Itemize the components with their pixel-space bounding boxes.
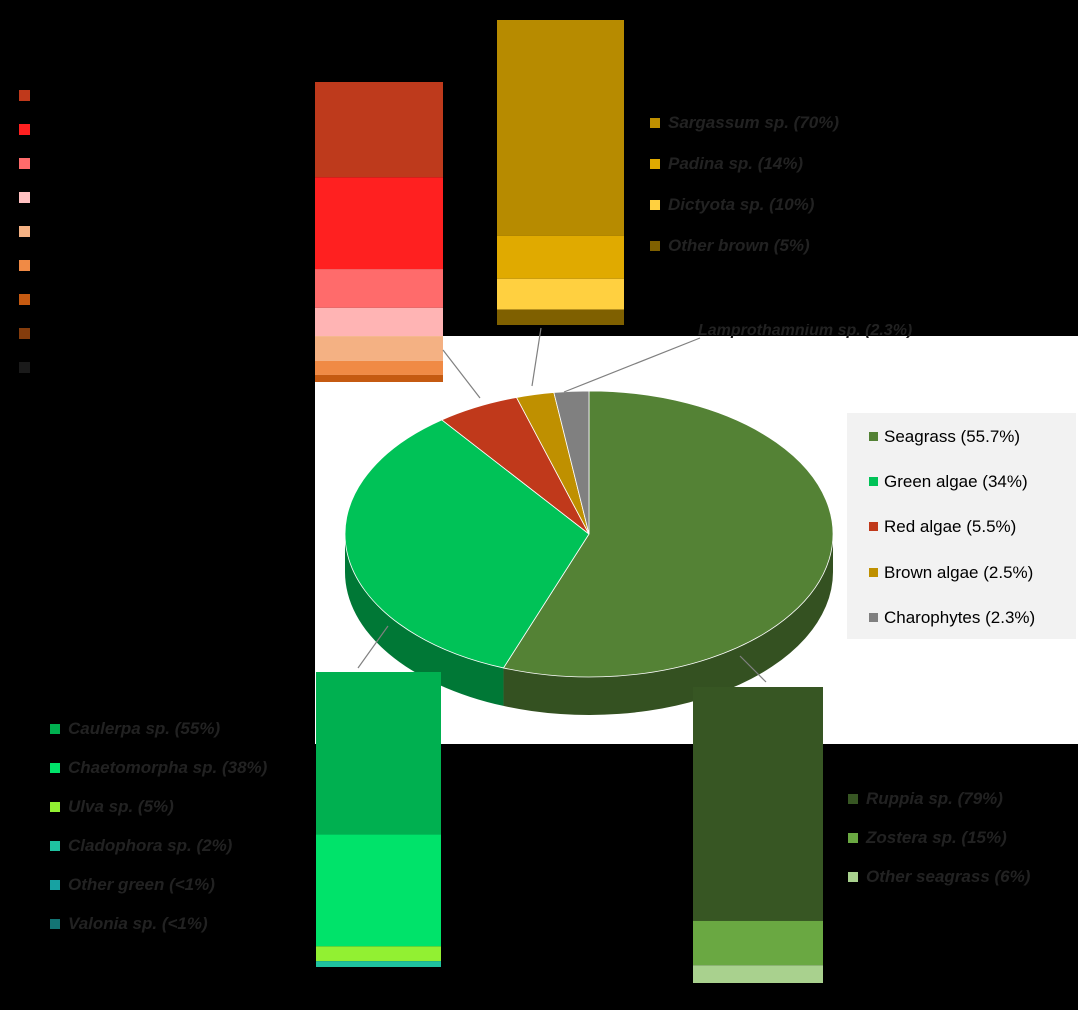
breakdown-bar-3-segment-2: [693, 965, 823, 983]
leader-line-4: [739, 655, 767, 683]
red-legend-swatch: [19, 192, 30, 203]
pie-slice-4: [553, 390, 590, 535]
red-legend-swatch: [19, 294, 30, 305]
legend-swatch: [869, 522, 878, 531]
leader-line-2: [563, 337, 701, 393]
breakdown-bar-1-segment-2: [497, 278, 624, 310]
legend-swatch: [869, 432, 878, 441]
legend-swatch: [650, 118, 660, 128]
breakdown-legend-item: Chaetomorpha sp. (38%): [50, 758, 267, 778]
legend-label: Red algae (5.5%): [884, 517, 1017, 536]
breakdown-bar-2-segment-3: [316, 961, 441, 967]
leader-line-1: [531, 327, 542, 387]
breakdown-legend-item: Ruppia sp. (79%): [848, 789, 1003, 809]
breakdown-bar-0-segment-5: [315, 360, 443, 375]
breakdown-bar-0-segment-0: [315, 82, 443, 178]
breakdown-legend-item: Caulerpa sp. (55%): [50, 719, 220, 739]
legend-label: Other seagrass (6%): [866, 867, 1031, 886]
legend-swatch: [50, 802, 60, 812]
legend-label: Caulerpa sp. (55%): [68, 719, 221, 738]
leader-line-3: [357, 625, 389, 669]
breakdown-bar-2-segment-0: [316, 672, 441, 835]
legend-label: Padina sp. (14%): [668, 154, 804, 173]
legend-item-green-algae: Green algae (34%): [869, 472, 1028, 492]
breakdown-legend-item: Other green (<1%): [50, 875, 215, 895]
breakdown-bar-2-segment-1: [316, 834, 441, 947]
breakdown-bar-0-segment-4: [315, 336, 443, 361]
legend-swatch: [650, 159, 660, 169]
breakdown-legend-item: Dictyota sp. (10%): [650, 195, 814, 215]
breakdown-bar-3-segment-0: [693, 687, 823, 921]
legend-label: Ulva sp. (5%): [68, 797, 174, 816]
legend-label: Zostera sp. (15%): [866, 828, 1007, 847]
breakdown-bar-0-segment-2: [315, 269, 443, 308]
legend-label: Ruppia sp. (79%): [866, 789, 1003, 808]
red-legend-swatch: [19, 90, 30, 101]
leader-line-0: [442, 349, 481, 399]
breakdown-legend-item: Sargassum sp. (70%): [650, 113, 839, 133]
breakdown-bar-0-segment-3: [315, 307, 443, 337]
pie-legend: Seagrass (55.7%) Green algae (34%) Red a…: [847, 413, 1076, 639]
legend-swatch: [869, 477, 878, 486]
legend-swatch: [869, 568, 878, 577]
breakdown-bar-1-segment-1: [497, 235, 624, 279]
legend-label: Seagrass (55.7%): [884, 427, 1021, 446]
legend-label: Other green (<1%): [68, 875, 215, 894]
breakdown-legend-item: Ulva sp. (5%): [50, 797, 174, 817]
legend-label: Cladophora sp. (2%): [68, 836, 233, 855]
charophytes-callout-label: Lamprothamnium sp. (2.3%): [698, 324, 913, 338]
legend-swatch: [650, 241, 660, 251]
legend-swatch: [848, 794, 858, 804]
pie-slice-1: [344, 419, 590, 669]
pie-side-0: [503, 534, 833, 716]
legend-label: Dictyota sp. (10%): [668, 195, 815, 214]
breakdown-legend-item: Other seagrass (6%): [848, 867, 1030, 887]
legend-swatch: [50, 880, 60, 890]
legend-item-brown-algae: Brown algae (2.5%): [869, 563, 1033, 583]
breakdown-legend-item: Zostera sp. (15%): [848, 828, 1007, 848]
legend-label: Green algae (34%): [884, 472, 1028, 491]
legend-swatch: [869, 613, 878, 622]
legend-swatch: [50, 841, 60, 851]
breakdown-legend-item: Other brown (5%): [650, 236, 810, 256]
red-legend-swatch: [19, 226, 30, 237]
legend-label: Brown algae (2.5%): [884, 563, 1034, 582]
red-legend-swatch: [19, 260, 30, 271]
breakdown-bar-0-segment-1: [315, 177, 443, 270]
breakdown-bar-3-segment-1: [693, 920, 823, 966]
breakdown-legend-item: Valonia sp. (<1%): [50, 914, 208, 934]
legend-label: Valonia sp. (<1%): [68, 914, 208, 933]
legend-swatch: [848, 872, 858, 882]
legend-label: Other brown (5%): [668, 236, 810, 255]
breakdown-bar-2-segment-2: [316, 946, 441, 962]
red-legend-swatch: [19, 158, 30, 169]
breakdown-legend-item: Padina sp. (14%): [650, 154, 803, 174]
legend-swatch: [50, 724, 60, 734]
breakdown-bar-0-segment-6: [315, 374, 443, 382]
legend-item-charophytes: Charophytes (2.3%): [869, 608, 1035, 628]
breakdown-bar-1-segment-3: [497, 309, 624, 325]
legend-item-seagrass: Seagrass (55.7%): [869, 427, 1020, 447]
red-legend-swatch: [19, 124, 30, 135]
pie-side-1: [345, 534, 504, 706]
legend-label: Sargassum sp. (70%): [668, 113, 840, 132]
breakdown-legend-item: Cladophora sp. (2%): [50, 836, 232, 856]
legend-swatch: [50, 919, 60, 929]
legend-swatch: [848, 833, 858, 843]
legend-label: Chaetomorpha sp. (38%): [68, 758, 268, 777]
legend-item-red-algae: Red algae (5.5%): [869, 517, 1016, 537]
red-legend-swatch: [19, 362, 30, 373]
legend-swatch: [50, 763, 60, 773]
legend-label: Charophytes (2.3%): [884, 608, 1036, 627]
red-legend-swatch: [19, 328, 30, 339]
breakdown-bar-1-segment-0: [497, 20, 624, 236]
pie-slice-0: [502, 390, 834, 678]
legend-swatch: [650, 200, 660, 210]
